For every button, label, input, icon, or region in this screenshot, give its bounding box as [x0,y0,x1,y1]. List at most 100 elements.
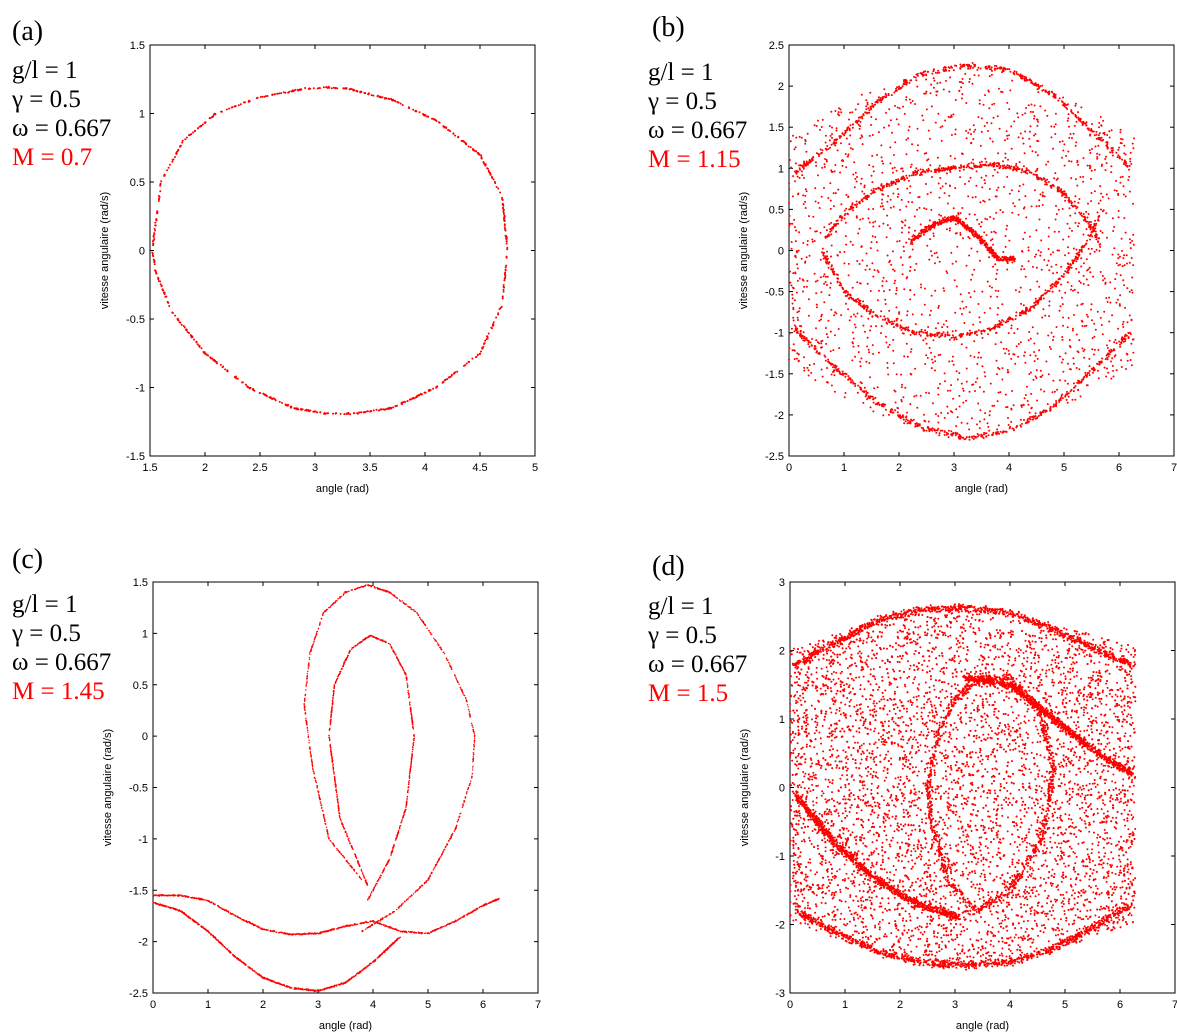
data-point [1012,255,1015,258]
data-point [1093,353,1095,356]
data-point [1118,340,1121,343]
data-point [817,119,819,122]
data-point [1062,358,1064,361]
data-point [993,64,996,67]
data-point [927,129,930,132]
data-point [309,87,312,90]
y-tick-label: 1.5 [133,577,148,589]
data-point [861,117,864,120]
data-point [1099,245,1102,248]
data-point [1029,418,1032,421]
data-point [862,401,865,404]
data-point [1062,104,1065,107]
data-point [503,223,506,226]
data-point [858,301,861,304]
data-point [907,326,910,329]
data-point [1096,152,1099,155]
data-point [942,219,945,222]
data-point [1004,152,1007,155]
data-point [1054,172,1057,175]
data-point [994,231,997,234]
x-tick-label: 0 [150,999,156,1011]
data-point [988,256,991,259]
data-point [825,147,828,150]
data-point [1046,178,1049,181]
data-point [819,258,822,261]
data-point [855,200,858,203]
data-point [995,272,998,275]
data-point [998,326,1001,329]
data-point [1054,95,1057,98]
data-point [870,116,873,118]
data-point [1123,264,1126,267]
data-point [815,327,817,330]
data-point [1099,185,1102,188]
data-point [923,413,925,416]
data-point [971,383,974,386]
data-point [360,411,363,414]
data-point [397,101,400,104]
data-point [927,70,929,73]
data-point [857,232,860,235]
data-point [1017,355,1020,358]
data-point [906,411,908,414]
data-point [1080,106,1083,109]
data-point [824,257,827,259]
data-point [1042,177,1045,180]
data-point [1067,395,1070,398]
data-point [1018,290,1021,293]
data-point [967,228,970,231]
data-point [820,126,823,128]
data-point [985,244,988,247]
data-point [935,94,938,97]
y-tick-label: 2 [778,81,784,93]
data-point [1069,368,1072,371]
data-point [921,168,924,171]
data-point [943,431,946,433]
data-point [1099,115,1102,118]
data-point [968,311,971,314]
data-point [980,332,983,335]
data-point [963,322,966,324]
data-point [1100,208,1102,211]
data-point [1055,400,1058,402]
data-point [948,338,951,341]
data-point [925,208,928,211]
x-tick-label: 7 [535,999,541,1011]
data-point [938,213,941,216]
data-point [284,91,287,94]
data-point [991,140,994,143]
data-point [921,114,924,117]
data-point [436,385,439,388]
data-point [981,365,984,368]
data-point [866,101,869,104]
data-point [916,406,919,409]
data-point [1034,82,1037,85]
data-point [852,173,855,176]
data-point [1068,125,1070,128]
data-point [929,191,932,194]
data-point [1108,296,1111,299]
data-point [988,328,991,331]
data-point [167,166,170,169]
data-point [1060,265,1063,268]
data-point [1123,144,1126,147]
data-point [153,263,156,266]
data-point [1094,219,1097,222]
data-point [995,359,998,362]
data-point [983,231,986,234]
data-point [1025,385,1028,388]
data-point [970,417,973,420]
data-point [1023,231,1026,234]
data-point [185,136,188,139]
data-point [501,295,504,298]
data-point [1051,286,1054,289]
data-point [1127,332,1130,334]
data-point [1102,119,1105,122]
data-point [860,245,863,248]
data-point [1058,97,1061,100]
data-point [934,168,937,171]
data-point [1034,412,1037,415]
data-point [1029,125,1032,128]
data-point [1061,194,1063,197]
